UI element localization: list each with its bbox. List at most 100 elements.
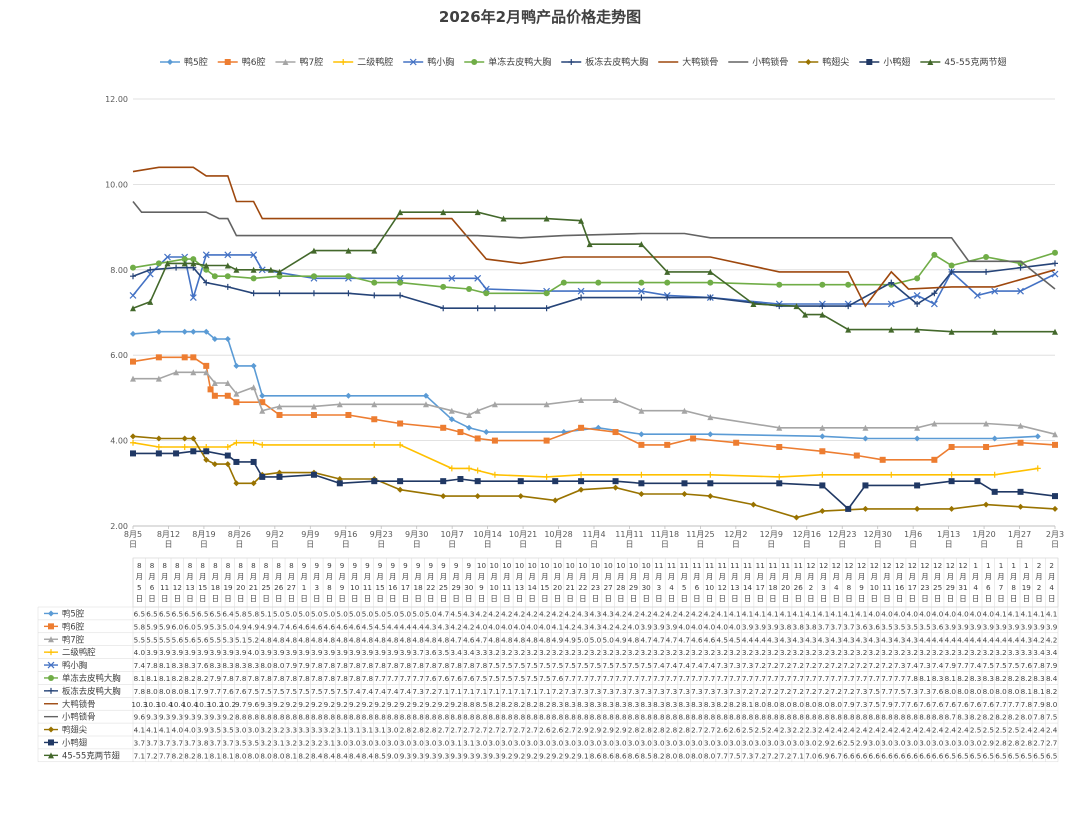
table-cell: 7.5	[248, 687, 259, 696]
table-header-cell: 日	[934, 594, 941, 603]
table-cell: 3.9	[742, 622, 754, 631]
table-cell: 4.1	[995, 609, 1006, 618]
table-cell: 8.2	[298, 751, 309, 760]
table-cell: 8.3	[628, 700, 639, 709]
data-point	[1034, 433, 1041, 440]
table-header-cell: 月	[744, 572, 751, 581]
table-cell: 5.0	[590, 635, 602, 644]
table-cell: 8.8	[831, 713, 843, 722]
table-header-cell: 月	[250, 572, 257, 581]
legend: 鸭5腔 鸭6腔 鸭7腔 二级鸭腔 鸭小胸 单冻去皮鸭大胸 板冻去皮鸭大胸 大鸭锁骨 小鸭锁骨 鸭翅…	[160, 56, 1006, 68]
data-point	[707, 471, 714, 478]
table-cell: 7.5	[501, 674, 512, 683]
data-point	[371, 292, 378, 299]
x-tick-label-part: 11月25	[686, 530, 714, 539]
table-cell: 4.0	[628, 622, 640, 631]
table-cell: 3.0	[919, 738, 931, 747]
table-cell: 7.3	[691, 687, 702, 696]
data-point	[130, 439, 136, 446]
y-tick-label: 6.00	[110, 351, 128, 360]
data-point	[543, 473, 550, 480]
table-cell: 3.4	[1046, 648, 1058, 657]
table-cell: 8.1	[919, 674, 930, 683]
table-header-cell: 月	[415, 572, 422, 581]
table-cell: 2.8	[1008, 738, 1020, 747]
table-header-cell: 日	[554, 594, 561, 603]
table-cell: 4.0	[881, 609, 893, 618]
x-tick-label: 1月13 日	[937, 530, 960, 549]
data-point	[47, 661, 55, 669]
table-cell: 9.2	[514, 751, 525, 760]
data-point	[638, 279, 645, 286]
data-point	[914, 424, 921, 431]
table-cell: 4.7	[476, 635, 487, 644]
x-tick-label-part: 日	[377, 540, 385, 549]
table-cell: 2.8	[1021, 738, 1033, 747]
table-cell: 6.5	[1008, 751, 1019, 760]
table-cell: 8.4	[362, 751, 374, 760]
x-tick-label-part: 8月12	[157, 530, 180, 539]
table-cell: 8.4	[349, 751, 361, 760]
table-cell: 7.5	[640, 661, 651, 670]
table-cell: 6.9	[818, 751, 830, 760]
table-cell: 8.5	[374, 751, 385, 760]
table-cell: 4.0	[704, 622, 716, 631]
table-cell: 8.3	[222, 661, 233, 670]
table-header-cell: 日	[364, 594, 371, 603]
table-cell: 8.2	[197, 674, 208, 683]
table-header-cell: 9	[403, 561, 408, 570]
table-header-cell: 月	[617, 572, 624, 581]
table-cell: 2.7	[438, 726, 449, 735]
table-header-cell: 日	[605, 594, 612, 603]
table-cell: 8.8	[552, 713, 564, 722]
table-header-cell: 18	[414, 583, 424, 592]
x-tick-label: 8月19 日	[192, 530, 215, 549]
table-row: 二级鸭腔 4.0 3.9 3.9 3.9 3.9 3.9 3.9 3.9 3.9 4.0 3.9 3.9…	[44, 647, 1058, 657]
data-point	[457, 476, 464, 483]
table-cell: 3.7	[146, 738, 157, 747]
table-header-cell: 月	[655, 572, 662, 581]
table-cell: 4.2	[666, 609, 677, 618]
table-cell: 8.8	[438, 713, 450, 722]
table-cell: 3.9	[1033, 622, 1045, 631]
x-tick-label: 2月3 日	[1046, 530, 1064, 549]
table-cell: 9.2	[387, 700, 398, 709]
data-point	[224, 461, 231, 468]
table-cell: 2.4	[856, 726, 868, 735]
table-cell: 3.2	[957, 648, 968, 657]
table-cell: 4.9	[235, 622, 247, 631]
x-tick-label-part: 12月9	[760, 530, 783, 539]
data-point	[371, 401, 378, 408]
table-cell: 3.5	[235, 738, 246, 747]
table-cell: 3.0	[476, 738, 488, 747]
table-cell: 3.2	[640, 648, 651, 657]
table-cell: 3.1	[374, 726, 385, 735]
table-cell: 8.8	[400, 713, 412, 722]
data-point	[250, 251, 258, 259]
table-header-cell: 月	[427, 572, 434, 581]
table-header-cell: 12	[857, 561, 866, 570]
table-cell: 3.0	[729, 738, 741, 747]
table-header-cell: 日	[731, 594, 738, 603]
table-cell: 7.2	[856, 661, 867, 670]
table-cell: 7.6	[957, 700, 969, 709]
table-header-cell: 8	[847, 583, 852, 592]
table-cell: 4.7	[273, 622, 284, 631]
table-cell: 3.1	[362, 726, 373, 735]
table-cell: 7.7	[818, 674, 829, 683]
table-cell: 2.8	[412, 726, 424, 735]
table-cell: 8.6	[602, 751, 614, 760]
table-cell: 3.2	[805, 648, 816, 657]
table-header-cell: 日	[617, 594, 624, 603]
table-cell: 8.0	[1008, 687, 1020, 696]
table-cell: 7.3	[907, 687, 918, 696]
data-point	[457, 429, 464, 436]
table-header-cell: 4	[834, 583, 839, 592]
table-cell: 7.5	[1046, 713, 1057, 722]
table-cell: 3.2	[526, 648, 537, 657]
data-point	[129, 291, 137, 299]
data-point	[130, 305, 136, 312]
data-point	[948, 268, 955, 275]
table-header-cell: 日	[199, 594, 206, 603]
table-cell: 3.0	[438, 738, 450, 747]
